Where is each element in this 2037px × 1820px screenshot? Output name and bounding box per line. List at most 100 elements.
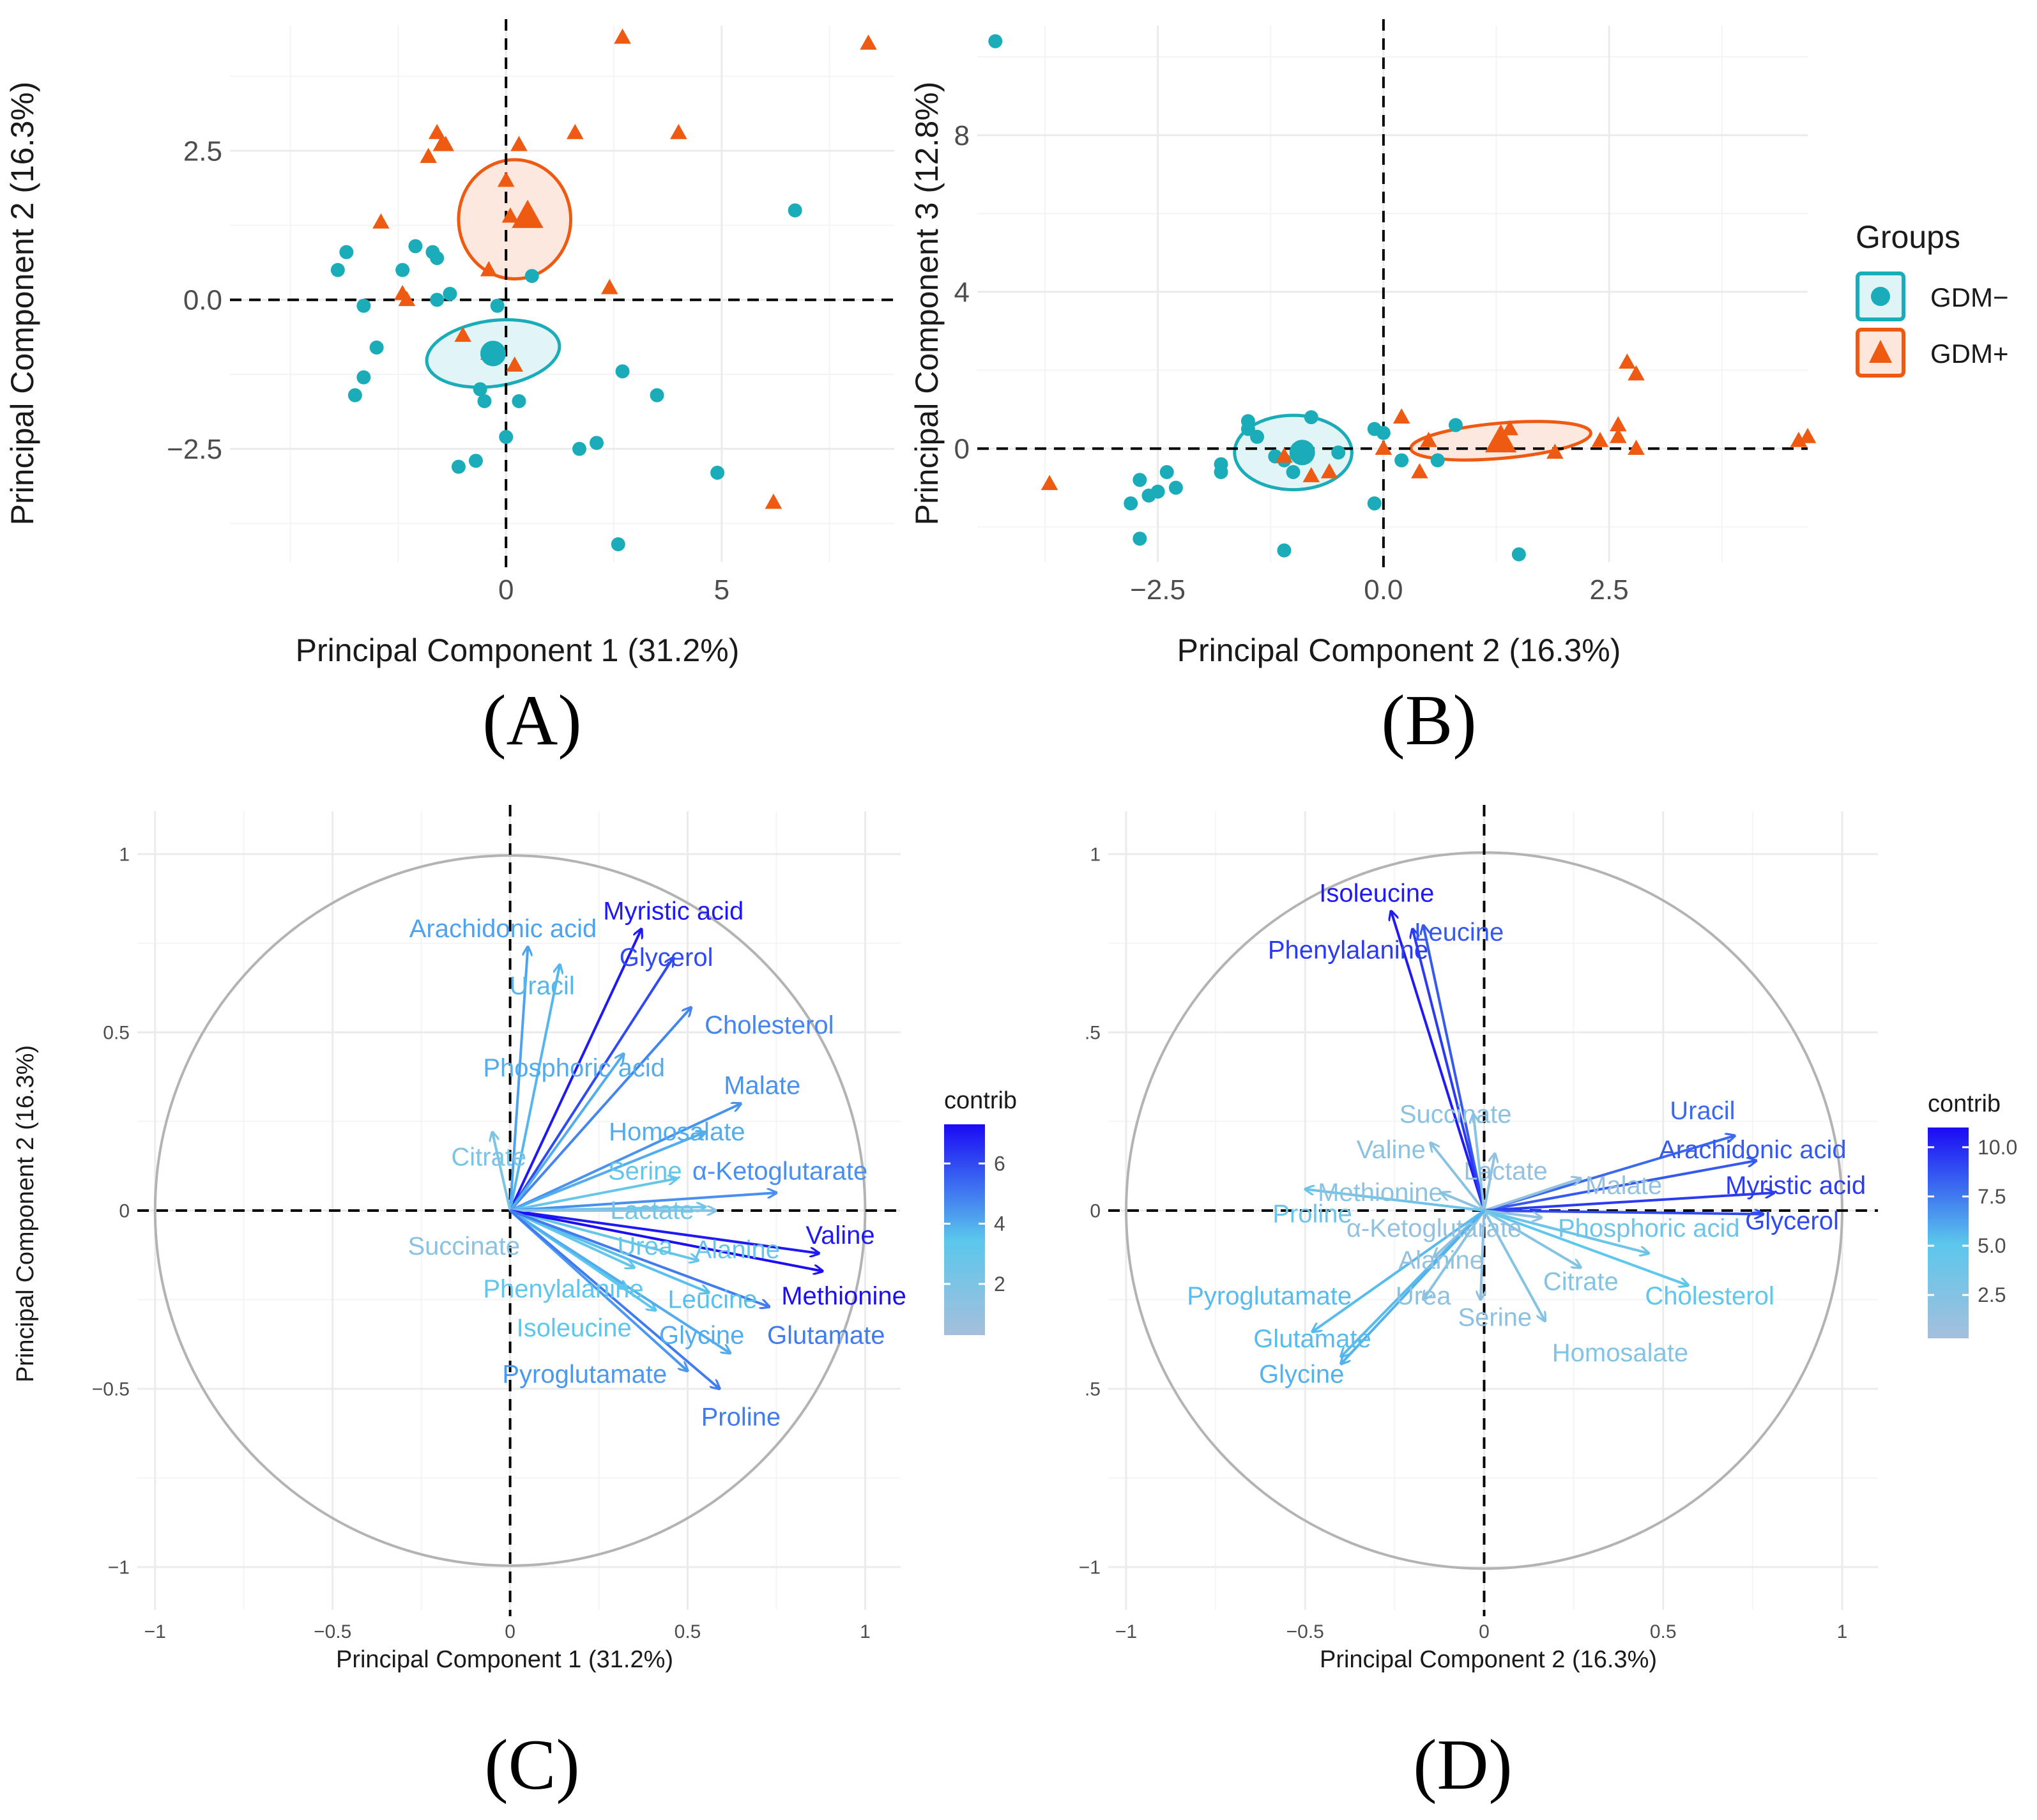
panel-d-colorbar-tick-label: 2.5 <box>1978 1283 2006 1306</box>
panel-b-ylabel: Principal Component 3 (12.8%) <box>909 82 945 526</box>
panel-b-centroid-gdm-plus <box>1484 424 1517 453</box>
panel-a-point-gdm-plus <box>454 326 471 342</box>
panel-a-point-gdm-minus <box>468 454 483 468</box>
panel-d-arrow <box>1483 1154 1495 1211</box>
panel-a-point-gdm-plus <box>501 207 519 223</box>
panel-b-point-gdm-minus <box>1277 543 1292 558</box>
panel-c-variable-label: Alanine <box>695 1235 780 1264</box>
panel-c-arrow <box>508 947 528 1211</box>
panel-c-variable-label: Valine <box>805 1221 874 1250</box>
panel-b-point-gdm-minus <box>1150 484 1165 499</box>
panel-b-point-gdm-minus <box>1448 418 1463 432</box>
panel-c-variable-label: Succinate <box>408 1232 521 1260</box>
panel-d-colorbar-tick-label: 10.0 <box>1978 1136 2017 1159</box>
panel-c-colorbar-tick-label: 6 <box>994 1152 1005 1175</box>
panel-label-a: (A) <box>482 681 581 760</box>
panel-c-arrow <box>509 1104 741 1212</box>
panel-d-arrow <box>1484 1193 1774 1212</box>
panel-b-point-gdm-minus <box>1331 445 1346 460</box>
panel-c-colorbar-tick-label: 4 <box>994 1212 1005 1235</box>
panel-a-centroid-gdm-plus <box>512 199 544 228</box>
panel-b-point-gdm-minus <box>1133 531 1147 546</box>
panel-d-arrow <box>1423 1209 1486 1300</box>
panel-d-arrow <box>1474 1114 1486 1211</box>
legend-label-gdm-plus: GDM+ <box>1930 339 2009 369</box>
panel-c-colorbar-tick-label: 2 <box>994 1273 1005 1296</box>
panel-a-point-gdm-minus <box>788 203 802 218</box>
panel-a-point-gdm-minus <box>615 364 630 379</box>
panel-b-xtick-label: 0.0 <box>1364 574 1403 606</box>
panel-a-point-gdm-minus <box>524 269 539 283</box>
panel-b-point-gdm-minus <box>1286 464 1301 479</box>
panel-d-variable-label: Serine <box>1458 1303 1532 1331</box>
panel-d-xtick-label: −1 <box>1115 1621 1137 1642</box>
panel-b-point-gdm-plus <box>1375 440 1392 455</box>
panel-a-point-gdm-minus <box>590 436 604 450</box>
panel-d-variable-label: Cholesterol <box>1645 1282 1774 1310</box>
panel-d-ytick-label: −1 <box>1079 1557 1101 1579</box>
panel-d-xtick-label: −0.5 <box>1286 1621 1324 1642</box>
panel-a-point-gdm-plus <box>670 124 687 139</box>
panel-b-point-gdm-plus <box>1609 416 1627 432</box>
panel-b-ytick-label: 0 <box>954 434 970 465</box>
panel-c-variable-label: Phenylalanine <box>483 1275 643 1303</box>
panel-d-arrow <box>1483 1209 1649 1253</box>
panel-a-point-gdm-minus <box>430 293 445 307</box>
panel-c-arrow <box>508 965 560 1211</box>
panel-b-point-gdm-minus <box>1394 453 1409 468</box>
panel-d-arrow <box>1423 926 1486 1211</box>
panel-a-xtick-label: 5 <box>714 574 729 606</box>
panel-b-xlabel: Principal Component 2 (16.3%) <box>1177 632 1621 668</box>
panel-c-variable-label: Homosalate <box>609 1118 745 1146</box>
panel-d-variable-label: Arachidonic acid <box>1659 1136 1847 1164</box>
panel-d-variable-label: Proline <box>1272 1200 1352 1228</box>
panel-d-xtick-label: 1 <box>1837 1621 1848 1642</box>
panel-b-point-gdm-minus <box>1376 425 1391 440</box>
panel-label-c: (C) <box>484 1725 579 1805</box>
panel-b-scatter: −2.5 0.0 2.5 0 4 8 <box>954 19 1817 606</box>
panel-d-arrow <box>1430 1143 1486 1212</box>
panel-c-xtick-label: 0 <box>505 1621 515 1642</box>
panel-b-ytick-label: 8 <box>954 120 970 151</box>
contrib-legend-d: contrib 2.5 5.0 7.5 10.0 <box>1928 1090 2017 1338</box>
panel-a-grid: 0 5 −2.5 0.0 2.5 <box>167 26 894 606</box>
panel-d-variable-label: Lactate <box>1464 1158 1548 1186</box>
panel-b-point-gdm-minus <box>1168 480 1183 495</box>
panel-b-point-gdm-minus <box>1133 473 1147 487</box>
panel-c-variable-label: Pyroglutamate <box>502 1361 667 1389</box>
panel-b-point-gdm-plus <box>1320 463 1338 478</box>
panel-a-point-gdm-minus <box>369 340 384 355</box>
panel-d-variable-label: Urea <box>1396 1282 1451 1310</box>
panel-c-arrow <box>492 1132 512 1211</box>
panel-c-ytick-label: 0.5 <box>103 1022 130 1043</box>
panel-b-centroid-gdm-minus <box>1289 440 1315 466</box>
contrib-colorbar-d <box>1928 1128 1969 1338</box>
panel-d-arrow <box>1305 1189 1484 1212</box>
panel-d-biplot: −1 −0.5 0 0.5 1−1.50.51IsoleucineLeucinePhen… <box>1079 805 1878 1642</box>
panel-d-arrow <box>1483 1210 1545 1321</box>
panel-a-point-gdm-minus <box>477 394 492 408</box>
panel-c-grid: −1 −0.5 0 0.5 1 −1 −0.5 0 0.5 1 <box>92 811 901 1642</box>
panel-a-point-gdm-minus <box>430 251 445 265</box>
panel-d-variable-label: Alanine <box>1399 1246 1484 1274</box>
panel-c-arrow <box>509 1209 770 1307</box>
panel-c-variable-label: Glycine <box>659 1321 744 1349</box>
panel-d-variable-label: Methionine <box>1318 1179 1443 1207</box>
panel-d-arrow <box>1484 1161 1756 1212</box>
panel-d-arrow <box>1312 1209 1485 1332</box>
panel-a-ylabel: Principal Component 2 (16.3%) <box>4 82 40 526</box>
panel-label-b: (B) <box>1381 681 1476 760</box>
panel-d-variable-label: Myristic acid <box>1725 1172 1866 1200</box>
panel-b-point-gdm-minus <box>1240 422 1255 436</box>
legend-label-gdm-minus: GDM− <box>1930 282 2009 312</box>
panel-b-point-gdm-plus <box>1501 420 1518 436</box>
panel-c-variable-label: Glutamate <box>767 1321 885 1349</box>
panel-c-variable-label: Arachidonic acid <box>409 915 597 943</box>
panel-a-point-gdm-plus <box>600 279 618 294</box>
panel-b-point-gdm-plus <box>1628 440 1645 455</box>
panel-c-variable-label: Myristic acid <box>603 897 744 925</box>
panel-a-point-gdm-minus <box>395 263 410 277</box>
panel-b-xtick-label: 2.5 <box>1590 574 1629 606</box>
panel-b-point-gdm-plus <box>1411 463 1428 478</box>
panel-d-variable-label: Pyroglutamate <box>1187 1282 1352 1310</box>
